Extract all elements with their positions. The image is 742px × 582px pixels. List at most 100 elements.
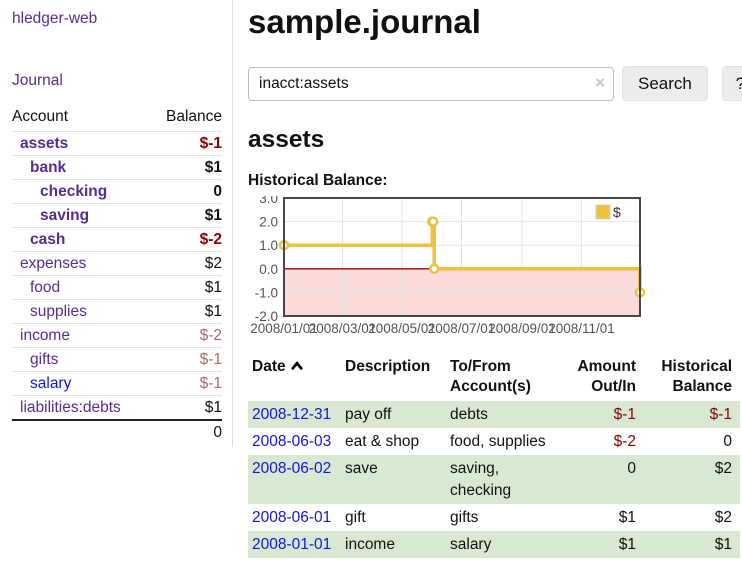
account-total-value: 0 <box>150 419 222 444</box>
transaction-date-link[interactable]: 2008-06-02 <box>252 459 332 477</box>
sidebar-item-journal[interactable]: Journal <box>12 72 63 89</box>
register-date-cell: 2008-06-01 <box>248 504 345 531</box>
register-balance-cell: $-1 <box>709 405 732 423</box>
register-date-cell: 2008-01-01 <box>248 531 345 558</box>
account-link[interactable]: supplies <box>30 302 87 320</box>
svg-text:2.0: 2.0 <box>259 215 278 230</box>
register-amount-cell: 0 <box>627 459 636 477</box>
register-balance-cell: 0 <box>723 432 732 450</box>
sort-ascending-icon <box>290 357 304 377</box>
account-name-cell: assets <box>12 131 151 156</box>
register-header-description: Description <box>345 358 431 376</box>
account-name-cell: gifts <box>12 347 151 372</box>
account-balance-table: Account Balance assets $-1 bank $1 check… <box>12 106 222 444</box>
search-input[interactable] <box>248 66 614 101</box>
account-link[interactable]: bank <box>30 158 67 176</box>
account-heading: assets <box>248 126 325 154</box>
account-link[interactable]: food <box>30 278 61 296</box>
svg-text:3.0: 3.0 <box>259 196 278 206</box>
svg-text:0.0: 0.0 <box>259 262 278 277</box>
account-row: expenses $2 <box>12 251 222 276</box>
register-date-cell: 2008-06-03 <box>248 428 345 455</box>
account-name-cell: liabilities:debts <box>12 395 151 420</box>
account-row: gifts $-1 <box>12 347 222 372</box>
account-balance: 0 <box>150 179 222 204</box>
search-button[interactable]: Search <box>622 66 708 102</box>
main-content: sample.journal × Search ? assets Histori… <box>233 0 742 559</box>
account-link[interactable]: saving <box>40 206 90 224</box>
account-name-cell: supplies <box>12 299 151 324</box>
historical-balance-chart: $3.0 2.0 1.0 0.0 -1.0 -2.0 2008/01/01 2008/03/0… <box>248 196 742 338</box>
account-link[interactable]: checking <box>40 182 108 200</box>
register-accounts-cell: salary <box>450 535 492 553</box>
account-link[interactable]: expenses <box>20 254 87 272</box>
account-link[interactable]: gifts <box>30 350 59 368</box>
svg-text:2008/01/01: 2008/01/01 <box>250 321 318 336</box>
account-balance: $2 <box>150 251 222 276</box>
account-name-cell: food <box>12 275 151 300</box>
svg-text:2008/05/01: 2008/05/01 <box>368 321 436 336</box>
register-date-cell: 2008-06-02 <box>248 455 345 504</box>
account-row: liabilities:debts $1 <box>12 395 222 420</box>
page: hledger-web Journal Account Balance asse… <box>12 0 742 559</box>
register-accounts-cell: food, supplies <box>450 432 546 450</box>
account-total-spacer <box>12 419 151 444</box>
register-row: 2008-12-31 pay off debts $-1 $-1 <box>248 401 740 429</box>
account-row: food $1 <box>12 275 222 300</box>
register-balance-cell: $2 <box>714 508 732 526</box>
account-link[interactable]: assets <box>20 134 69 152</box>
account-row: cash $-2 <box>12 227 222 252</box>
account-link[interactable]: salary <box>30 374 72 392</box>
svg-text:2008/03/01: 2008/03/01 <box>309 321 377 336</box>
register-amount-cell: $1 <box>618 535 636 553</box>
account-balance: $-2 <box>150 323 222 348</box>
register-description-cell: save <box>345 459 378 477</box>
register-balance-cell: $1 <box>714 535 732 553</box>
register-accounts-cell: saving, checking <box>450 459 512 499</box>
register-header-accounts: To/From Account(s) <box>450 358 531 396</box>
chart-canvas: $3.0 2.0 1.0 0.0 -1.0 -2.02008/01/012008/03/0… <box>250 196 646 336</box>
register-header-row: Date Description To/From Account(s) Amou… <box>248 355 740 401</box>
app-title-link[interactable]: hledger-web <box>12 10 98 27</box>
account-link[interactable]: cash <box>30 230 66 248</box>
account-name-cell: saving <box>12 203 151 228</box>
account-name-cell: salary <box>12 371 151 396</box>
register-balance-cell: $2 <box>714 459 732 477</box>
chart-label: Historical Balance: <box>248 172 388 190</box>
search-form: × Search ? <box>248 66 742 102</box>
account-row: checking 0 <box>12 179 222 204</box>
clear-search-icon[interactable]: × <box>595 72 605 92</box>
account-link[interactable]: income <box>20 326 70 344</box>
register-header-amount: Amount Out/In <box>577 358 636 396</box>
transaction-date-link[interactable]: 2008-01-01 <box>252 535 332 553</box>
transaction-date-link[interactable]: 2008-06-01 <box>252 508 332 526</box>
register-accounts-cell: gifts <box>450 508 479 526</box>
register-amount-cell: $-1 <box>613 405 636 423</box>
account-balance: $1 <box>150 299 222 324</box>
register-header-date[interactable]: Date <box>248 355 345 401</box>
transaction-date-link[interactable]: 2008-12-31 <box>252 405 332 423</box>
account-balance: $-1 <box>150 371 222 396</box>
svg-text:-1.0: -1.0 <box>255 286 278 301</box>
account-balance: $1 <box>150 395 222 420</box>
help-button[interactable]: ? <box>721 66 742 102</box>
register-header-balance: Historical Balance <box>661 358 732 396</box>
svg-text:2008/09/01: 2008/09/01 <box>488 321 556 336</box>
account-name-cell: cash <box>12 227 151 252</box>
account-row: income $-2 <box>12 323 222 348</box>
balance-column-header: Balance <box>165 108 222 125</box>
register-row: 2008-06-02 save saving, checking 0 $2 <box>248 455 740 505</box>
account-row: supplies $1 <box>12 299 222 324</box>
account-row: assets $-1 <box>12 131 222 156</box>
register-amount-cell: $1 <box>618 508 636 526</box>
register-row: 2008-06-01 gift gifts $1 $2 <box>248 504 740 531</box>
account-link[interactable]: liabilities:debts <box>20 398 121 416</box>
svg-text:1.0: 1.0 <box>259 239 278 254</box>
transaction-date-link[interactable]: 2008-06-03 <box>252 432 332 450</box>
register-description-cell: pay off <box>345 405 392 423</box>
account-balance: $1 <box>150 203 222 228</box>
register-description-cell: income <box>345 535 395 553</box>
account-table-body: assets $-1 bank $1 checking 0 saving $1 … <box>12 131 222 420</box>
account-balance: $-2 <box>150 227 222 252</box>
account-balance: $-1 <box>150 347 222 372</box>
